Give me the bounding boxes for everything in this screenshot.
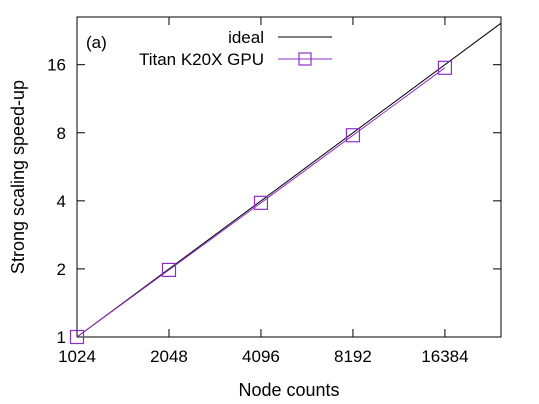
tick-group xyxy=(76,17,501,338)
x-tick-label-16384: 16384 xyxy=(421,347,468,366)
series-line-0 xyxy=(76,22,502,338)
tick-label-group: 1024 2048 4096 8192 16384 1 2 4 8 16 xyxy=(47,56,468,366)
y-tick-label-4: 4 xyxy=(57,192,66,211)
series-line-1 xyxy=(76,67,446,338)
legend: ideal Titan K20X GPU xyxy=(139,28,332,69)
x-axis-label: Node counts xyxy=(238,380,339,400)
data-point-8192 xyxy=(345,128,361,143)
x-tick-label-4096: 4096 xyxy=(242,347,280,366)
legend-label-titan: Titan K20X GPU xyxy=(139,50,264,69)
data-point-16384 xyxy=(437,60,453,75)
legend-label-ideal: ideal xyxy=(228,28,264,47)
y-tick-label-8: 8 xyxy=(57,124,66,143)
series-group xyxy=(69,22,502,345)
x-tick-label-2048: 2048 xyxy=(150,347,188,366)
y-tick-label-1: 1 xyxy=(57,328,66,347)
x-tick-label-8192: 8192 xyxy=(334,347,372,366)
y-tick-label-2: 2 xyxy=(57,260,66,279)
data-point-2048 xyxy=(161,262,177,278)
legend-marker-titan xyxy=(298,52,312,66)
y-tick-label-16: 16 xyxy=(47,56,66,75)
y-axis-label: Strong scaling speed-up xyxy=(8,80,28,274)
plot-frame xyxy=(76,16,502,338)
x-tick-label-1024: 1024 xyxy=(58,347,96,366)
panel-label: (a) xyxy=(86,33,107,52)
data-point-1024 xyxy=(69,329,85,345)
data-point-4096 xyxy=(253,195,269,210)
